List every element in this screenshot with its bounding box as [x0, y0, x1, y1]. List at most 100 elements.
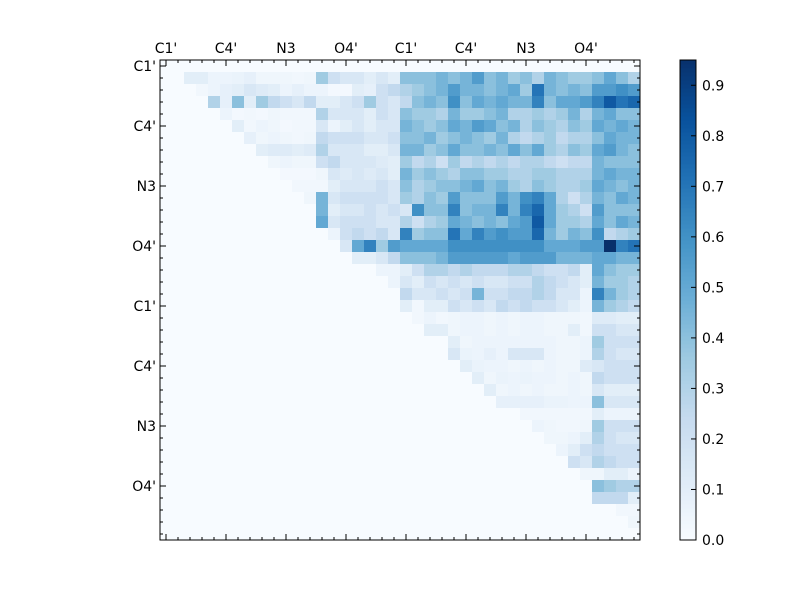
heatmap-cell: [604, 504, 617, 517]
heatmap-cell: [532, 480, 545, 493]
colorbar-segment: [680, 464, 696, 469]
heatmap-cell: [388, 504, 401, 517]
heatmap-cell: [220, 288, 233, 301]
heatmap-cell: [412, 84, 425, 97]
heatmap-cell: [520, 84, 533, 97]
heatmap-cell: [340, 180, 353, 193]
heatmap-cell: [340, 516, 353, 529]
heatmap-cell: [196, 156, 209, 169]
colorbar-segment: [680, 392, 696, 397]
heatmap-cell: [160, 168, 173, 181]
heatmap-cell: [424, 216, 437, 229]
heatmap-cell: [472, 360, 485, 373]
heatmap-cell: [556, 468, 569, 481]
heatmap-cell: [196, 420, 209, 433]
colorbar: 0.00.10.20.30.40.50.60.70.80.9: [679, 59, 724, 549]
heatmap-cell: [316, 60, 329, 73]
heatmap-cell: [628, 144, 641, 157]
heatmap-cell: [304, 180, 317, 193]
heatmap-cell: [448, 324, 461, 337]
heatmap-cell: [508, 300, 521, 313]
y-tick-label: O4': [132, 239, 156, 255]
heatmap-cell: [532, 528, 545, 541]
colorbar-segment: [680, 144, 696, 149]
heatmap-cell: [448, 60, 461, 73]
heatmap-cell: [544, 408, 557, 421]
heatmap-cell: [304, 156, 317, 169]
heatmap-cell: [364, 156, 377, 169]
heatmap-cell: [208, 312, 221, 325]
heatmap-cell: [388, 96, 401, 109]
heatmap-cell: [196, 360, 209, 373]
heatmap-cell: [472, 204, 485, 217]
heatmap-cell: [496, 348, 509, 361]
heatmap-cell: [604, 516, 617, 529]
heatmap-cell: [208, 60, 221, 73]
heatmap-cell: [628, 192, 641, 205]
heatmap-cell: [340, 216, 353, 229]
heatmap-cell: [388, 300, 401, 313]
heatmap-cell: [352, 240, 365, 253]
heatmap-cell: [220, 504, 233, 517]
heatmap-cell: [556, 516, 569, 529]
heatmap-cell: [412, 384, 425, 397]
heatmap-cell: [340, 456, 353, 469]
heatmap-cell: [472, 192, 485, 205]
heatmap-cell: [316, 396, 329, 409]
heatmap-cell: [280, 480, 293, 493]
heatmap-cell: [544, 276, 557, 289]
heatmap-cell: [592, 444, 605, 457]
heatmap-cell: [268, 120, 281, 133]
heatmap-cell: [484, 204, 497, 217]
heatmap-cell: [460, 240, 473, 253]
heatmap-cell: [520, 252, 533, 265]
heatmap-cell: [604, 216, 617, 229]
heatmap-cell: [448, 480, 461, 493]
heatmap-cell: [592, 408, 605, 421]
heatmap-cell: [436, 252, 449, 265]
heatmap-cell: [364, 420, 377, 433]
heatmap-cell: [436, 516, 449, 529]
colorbar-segment: [680, 416, 696, 421]
heatmap-cell: [304, 288, 317, 301]
heatmap-cell: [616, 96, 629, 109]
heatmap-cell: [364, 300, 377, 313]
heatmap-cell: [328, 360, 341, 373]
heatmap-cell: [400, 456, 413, 469]
heatmap-cell: [520, 444, 533, 457]
heatmap-cell: [472, 504, 485, 517]
heatmap-cell: [580, 432, 593, 445]
heatmap-cell: [196, 120, 209, 133]
heatmap-cell: [496, 360, 509, 373]
heatmap-cell: [616, 60, 629, 73]
colorbar-segment: [680, 512, 696, 517]
heatmap-cell: [304, 144, 317, 157]
heatmap-cell: [472, 384, 485, 397]
heatmap-cell: [352, 372, 365, 385]
heatmap-cell: [580, 60, 593, 73]
heatmap-cell: [436, 288, 449, 301]
colorbar-segment: [680, 492, 696, 497]
heatmap-cell: [316, 456, 329, 469]
heatmap-cell: [352, 228, 365, 241]
heatmap-cell: [460, 384, 473, 397]
heatmap-cell: [496, 528, 509, 541]
heatmap-cell: [388, 312, 401, 325]
heatmap-cell: [412, 408, 425, 421]
colorbar-segment: [680, 364, 696, 369]
heatmap-cell: [424, 372, 437, 385]
colorbar-segment: [680, 488, 696, 493]
heatmap-cell: [172, 228, 185, 241]
heatmap-cell: [256, 168, 269, 181]
colorbar-segment: [680, 268, 696, 273]
heatmap-cell: [568, 480, 581, 493]
heatmap-cell: [352, 396, 365, 409]
heatmap-cell: [556, 144, 569, 157]
heatmap-cell: [436, 504, 449, 517]
heatmap-cell: [508, 60, 521, 73]
heatmap-cell: [316, 300, 329, 313]
heatmap-cell: [256, 468, 269, 481]
heatmap-cell: [472, 480, 485, 493]
colorbar-segment: [680, 352, 696, 357]
